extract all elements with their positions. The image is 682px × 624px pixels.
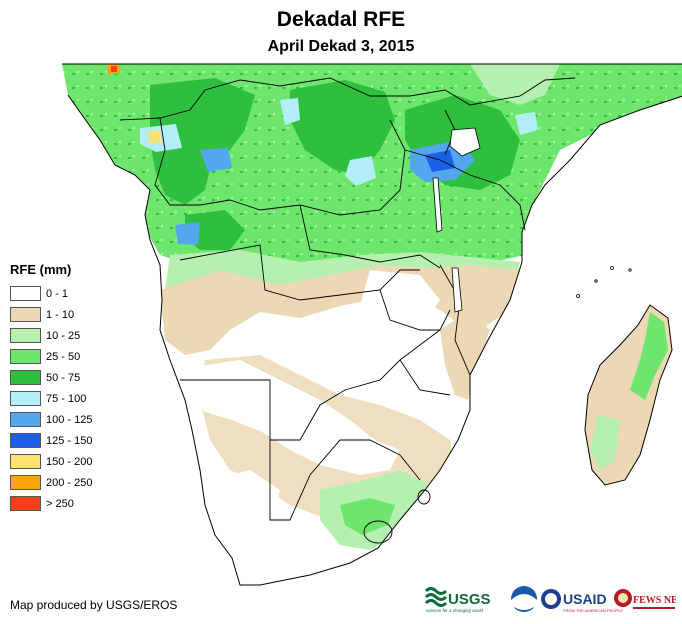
usaid-logo-text: USAID xyxy=(563,591,607,607)
fewsnet-logo-text: FEWS NET xyxy=(633,595,676,606)
zone-10-25-a xyxy=(470,64,560,105)
legend-swatch xyxy=(10,412,41,427)
zone-125-150 xyxy=(425,150,455,172)
legend-item: 0 - 1 xyxy=(10,283,92,304)
usaid-tagline: FROM THE AMERICAN PEOPLE xyxy=(563,608,623,613)
zone-100-125-b xyxy=(200,148,232,172)
lakes xyxy=(432,127,481,313)
zone-50-75-a xyxy=(150,78,255,205)
legend-label: 125 - 150 xyxy=(46,434,93,447)
legend-label: 25 - 50 xyxy=(46,350,81,363)
legend-label: 200 - 250 xyxy=(46,476,93,489)
legend-item: 25 - 50 xyxy=(10,346,92,367)
map-subtitle: April Dekad 3, 2015 xyxy=(267,38,415,55)
legend-items: 0 - 1 1 - 10 10 - 25 25 - 50 50 - 75 75 - 100… xyxy=(10,283,92,514)
legend-swatch xyxy=(10,349,41,364)
legend-swatch xyxy=(10,328,41,343)
legend-swatch xyxy=(10,496,41,511)
fewsnet-logo: FEWS NET xyxy=(614,589,676,609)
swaziland-border xyxy=(417,489,431,505)
map-title: Dekadal RFE xyxy=(276,8,406,31)
legend-label: 0 - 1 xyxy=(46,287,69,300)
zone-75-100-a xyxy=(280,98,300,125)
legend-swatch xyxy=(10,370,41,385)
zone-75-100-c xyxy=(345,156,376,186)
zone-150-200 xyxy=(148,130,162,144)
agency-logos: USGS science for a changing world USAID … xyxy=(424,586,676,613)
legend-label: 75 - 100 xyxy=(46,392,87,405)
legend-item: 10 - 25 xyxy=(10,325,92,346)
legend-item: 1 - 10 xyxy=(10,304,92,325)
zone-75-100-b xyxy=(515,112,538,135)
dry-interior xyxy=(175,360,400,475)
usaid-logo: USAID FROM THE AMERICAN PEOPLE xyxy=(541,589,623,613)
legend-item: 50 - 75 xyxy=(10,367,92,388)
zone-25-50-southafrica xyxy=(340,498,395,535)
legend-item: > 250 xyxy=(10,493,92,514)
zone-over-250 xyxy=(111,66,117,72)
legend-item: 75 - 100 xyxy=(10,388,92,409)
lake-victoria xyxy=(449,127,481,157)
zone-50-75-d xyxy=(185,210,245,250)
usgs-logo: USGS science for a changing world xyxy=(424,587,491,613)
lesotho-border xyxy=(363,520,393,544)
noaa-logo xyxy=(511,586,537,612)
legend-swatch xyxy=(10,433,41,448)
zone-1-10-mozambique xyxy=(440,310,490,400)
credit-text: Map produced by USGS/EROS xyxy=(10,598,178,612)
legend-item: 125 - 150 xyxy=(10,430,92,451)
legend-item: 150 - 200 xyxy=(10,451,92,472)
usgs-logo-text: USGS xyxy=(448,591,491,608)
madagascar-green xyxy=(630,312,668,400)
madagascar-green-south xyxy=(590,415,620,470)
legend-label: 50 - 75 xyxy=(46,371,81,384)
legend-item: 100 - 125 xyxy=(10,409,92,430)
noaa-bird-icon xyxy=(511,594,537,610)
coastline xyxy=(62,63,682,586)
legend-label: > 250 xyxy=(46,497,74,510)
mainland xyxy=(62,63,682,586)
legend-swatch xyxy=(10,475,41,490)
legend-label: 10 - 25 xyxy=(46,329,81,342)
legend-label: 1 - 10 xyxy=(46,308,75,321)
legend-item: 200 - 250 xyxy=(10,472,92,493)
usgs-wave-icon xyxy=(424,587,448,607)
dry-interior-3 xyxy=(210,470,280,560)
lake-malawi xyxy=(451,267,463,313)
legend: RFE (mm) 0 - 1 1 - 10 10 - 25 25 - 50 50 - 7… xyxy=(10,262,92,514)
zone-100-125-c xyxy=(175,222,200,245)
legend-label: 100 - 125 xyxy=(46,413,93,426)
zone-50-75-b xyxy=(290,80,395,175)
legend-label: 150 - 200 xyxy=(46,455,93,468)
legend-swatch xyxy=(10,286,41,301)
islands xyxy=(576,266,632,298)
madagascar xyxy=(584,304,673,486)
lake-tanganyika xyxy=(432,177,443,233)
legend-swatch xyxy=(10,454,41,469)
dry-interior-2 xyxy=(360,270,440,345)
legend-swatch xyxy=(10,391,41,406)
legend-swatch xyxy=(10,307,41,322)
country-borders xyxy=(119,77,576,544)
usgs-tagline: science for a changing world xyxy=(426,608,484,613)
legend-title: RFE (mm) xyxy=(10,262,72,277)
